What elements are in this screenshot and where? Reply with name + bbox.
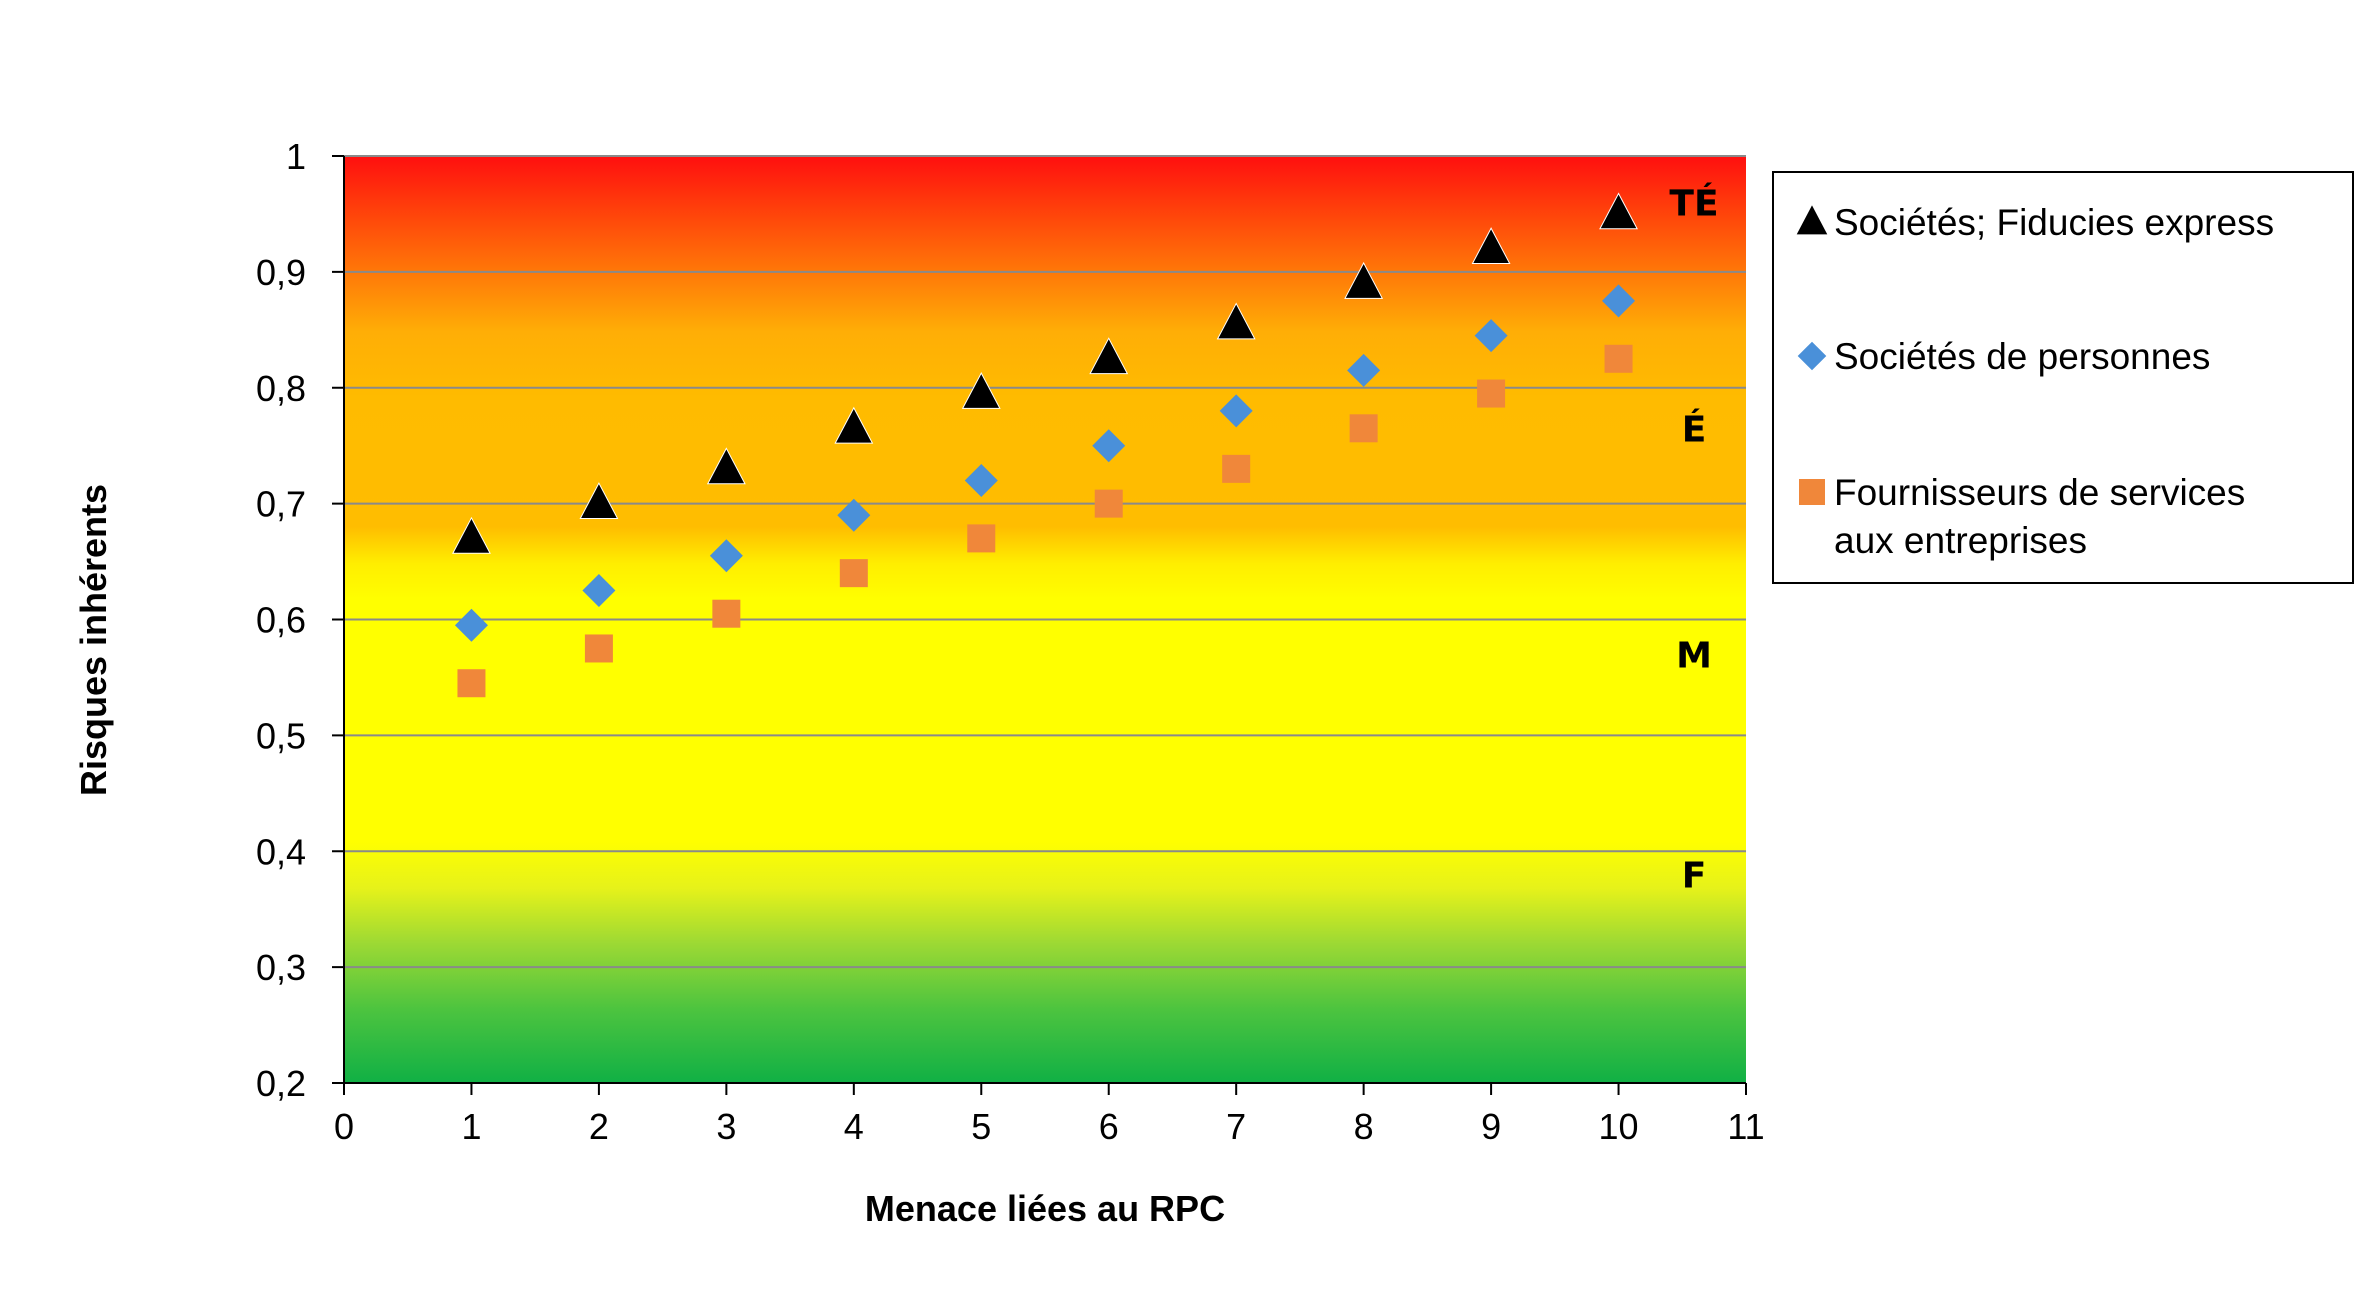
- x-tick-label: 9: [1481, 1106, 1501, 1147]
- triangle-point: [1599, 192, 1638, 230]
- triangle-point: [834, 406, 874, 444]
- triangle-point: [1344, 261, 1384, 299]
- square-point: [712, 599, 741, 628]
- legend-box: [1772, 171, 2354, 584]
- diamond-point: [709, 539, 743, 573]
- legend: Sociétés; Fiducies express Sociétés de pe…: [1772, 171, 2354, 584]
- diamond-point: [1347, 353, 1381, 387]
- data-points: [452, 192, 1638, 698]
- x-tick-label: 7: [1226, 1106, 1246, 1147]
- x-tick-label: 6: [1099, 1106, 1119, 1147]
- x-tick-label: 2: [589, 1106, 609, 1147]
- triangle-point: [452, 516, 491, 554]
- x-tick-label: 3: [716, 1106, 736, 1147]
- y-tick-label: 0,7: [256, 484, 306, 525]
- x-axis-title: Menace liées au RPC: [865, 1188, 1225, 1229]
- y-axis-ticks: 0,2 0,3 0,4 0,5 0,6 0,7 0,8 0,9 1: [256, 136, 344, 1104]
- square-point: [839, 559, 868, 588]
- y-tick-label: 0,8: [256, 368, 306, 409]
- triangle-point: [1089, 337, 1129, 375]
- square-point: [1604, 344, 1633, 373]
- diamond-point: [454, 608, 488, 642]
- legend-label: Sociétés de personnes: [1834, 336, 2210, 377]
- square-point: [1349, 414, 1378, 443]
- x-tick-label: 11: [1727, 1106, 1764, 1147]
- risk-zone-labels: TÉ É M F: [1669, 182, 1718, 896]
- diamond-point: [964, 463, 998, 497]
- triangle-point: [579, 482, 619, 519]
- x-tick-label: 10: [1599, 1106, 1639, 1147]
- y-tick-label: 0,3: [256, 947, 306, 988]
- triangle-point: [1216, 302, 1256, 340]
- triangle-point: [706, 447, 746, 485]
- square-point: [1094, 489, 1123, 518]
- legend-label: Fournisseurs de services: [1834, 472, 2245, 513]
- zone-label: É: [1682, 408, 1707, 450]
- gridlines: [344, 155, 1746, 969]
- zone-label: F: [1682, 855, 1707, 896]
- zone-label: M: [1676, 635, 1712, 676]
- square-point: [457, 669, 486, 698]
- y-tick-label: 0,4: [256, 831, 306, 872]
- triangle-point: [961, 372, 1001, 409]
- diamond-point: [837, 498, 871, 532]
- x-tick-label: 4: [844, 1106, 864, 1147]
- legend-label: aux entreprises: [1834, 520, 2087, 561]
- y-axis-title: Risques inhérents: [73, 484, 114, 796]
- diamond-point: [1092, 429, 1126, 463]
- triangle-point: [1471, 227, 1511, 265]
- y-tick-label: 0,9: [256, 252, 306, 293]
- square-point: [967, 524, 996, 553]
- diamond-point: [582, 574, 616, 608]
- x-axis-ticks: 0 1 2 3 4 5 6 7 8 9 10 11: [334, 1083, 1765, 1147]
- x-tick-label: 5: [971, 1106, 991, 1147]
- square-point: [1477, 379, 1506, 408]
- zone-label: TÉ: [1669, 182, 1718, 224]
- x-tick-label: 1: [461, 1106, 481, 1147]
- square-point: [1222, 454, 1251, 483]
- square-point: [584, 634, 613, 663]
- legend-label: Sociétés; Fiducies express: [1834, 202, 2274, 243]
- legend-diamond-icon: [1797, 341, 1827, 371]
- legend-square-icon: [1799, 479, 1825, 505]
- diamond-point: [1219, 394, 1253, 428]
- x-tick-label: 8: [1354, 1106, 1374, 1147]
- y-tick-label: 0,5: [256, 715, 306, 756]
- y-tick-label: 1: [286, 136, 306, 177]
- diamond-point: [1602, 284, 1636, 318]
- x-tick-label: 0: [334, 1106, 354, 1147]
- legend-triangle-icon: [1795, 203, 1829, 236]
- y-tick-label: 0,2: [256, 1063, 306, 1104]
- diamond-point: [1474, 319, 1508, 353]
- y-tick-label: 0,6: [256, 600, 306, 641]
